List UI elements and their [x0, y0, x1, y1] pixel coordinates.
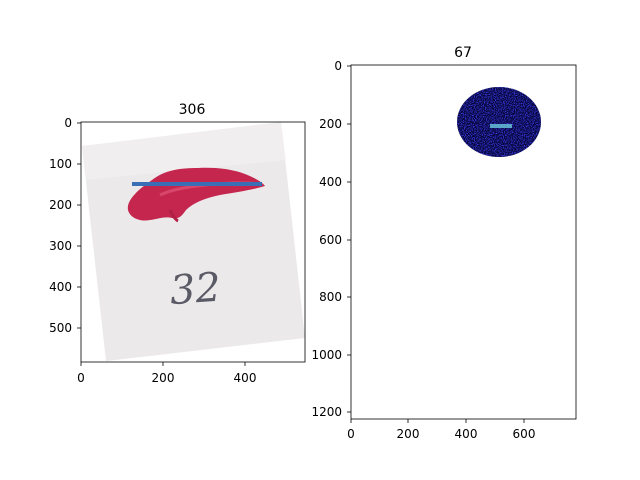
handwritten-number: 32 [168, 265, 222, 314]
tissue-sample [127, 167, 265, 221]
y-tick-label: 1200 [311, 405, 342, 419]
y-tick-label: 100 [49, 157, 72, 171]
axes-frame [80, 121, 306, 363]
y-tick-label: 200 [49, 198, 72, 212]
y-tick-label: 800 [319, 290, 342, 304]
y-axis-left: 0 100 200 300 400 500 [49, 116, 81, 335]
x-tick-label: 200 [397, 427, 420, 441]
y-tick-label: 1000 [311, 348, 342, 362]
y-tick-label: 600 [319, 233, 342, 247]
panel-right-image [350, 64, 577, 420]
panel-right-title: 67 [454, 45, 472, 61]
y-tick-label: 400 [319, 175, 342, 189]
x-tick-label: 0 [77, 371, 85, 385]
panel-right: 67 0 200 400 600 0 [311, 45, 577, 441]
y-tick-label: 400 [49, 280, 72, 294]
y-tick-label: 200 [319, 117, 342, 131]
y-tick-label: 0 [64, 116, 72, 130]
x-axis-right: 0 200 400 600 [347, 419, 535, 441]
panel-left-image: 32 [80, 121, 306, 363]
y-tick-label: 0 [334, 59, 342, 73]
x-tick-label: 0 [347, 427, 355, 441]
x-tick-label: 400 [455, 427, 478, 441]
y-axis-right: 0 200 400 600 800 1000 1200 [311, 59, 351, 419]
panel-left-title: 306 [179, 102, 206, 118]
y-tick-label: 300 [49, 239, 72, 253]
x-tick-label: 600 [513, 427, 536, 441]
axes-frame [350, 64, 577, 420]
x-axis-left: 0 200 400 [77, 362, 256, 385]
y-tick-label: 500 [49, 321, 72, 335]
x-tick-label: 400 [234, 371, 257, 385]
x-tick-label: 200 [152, 371, 175, 385]
panel-left: 306 32 0 200 400 [49, 102, 306, 385]
